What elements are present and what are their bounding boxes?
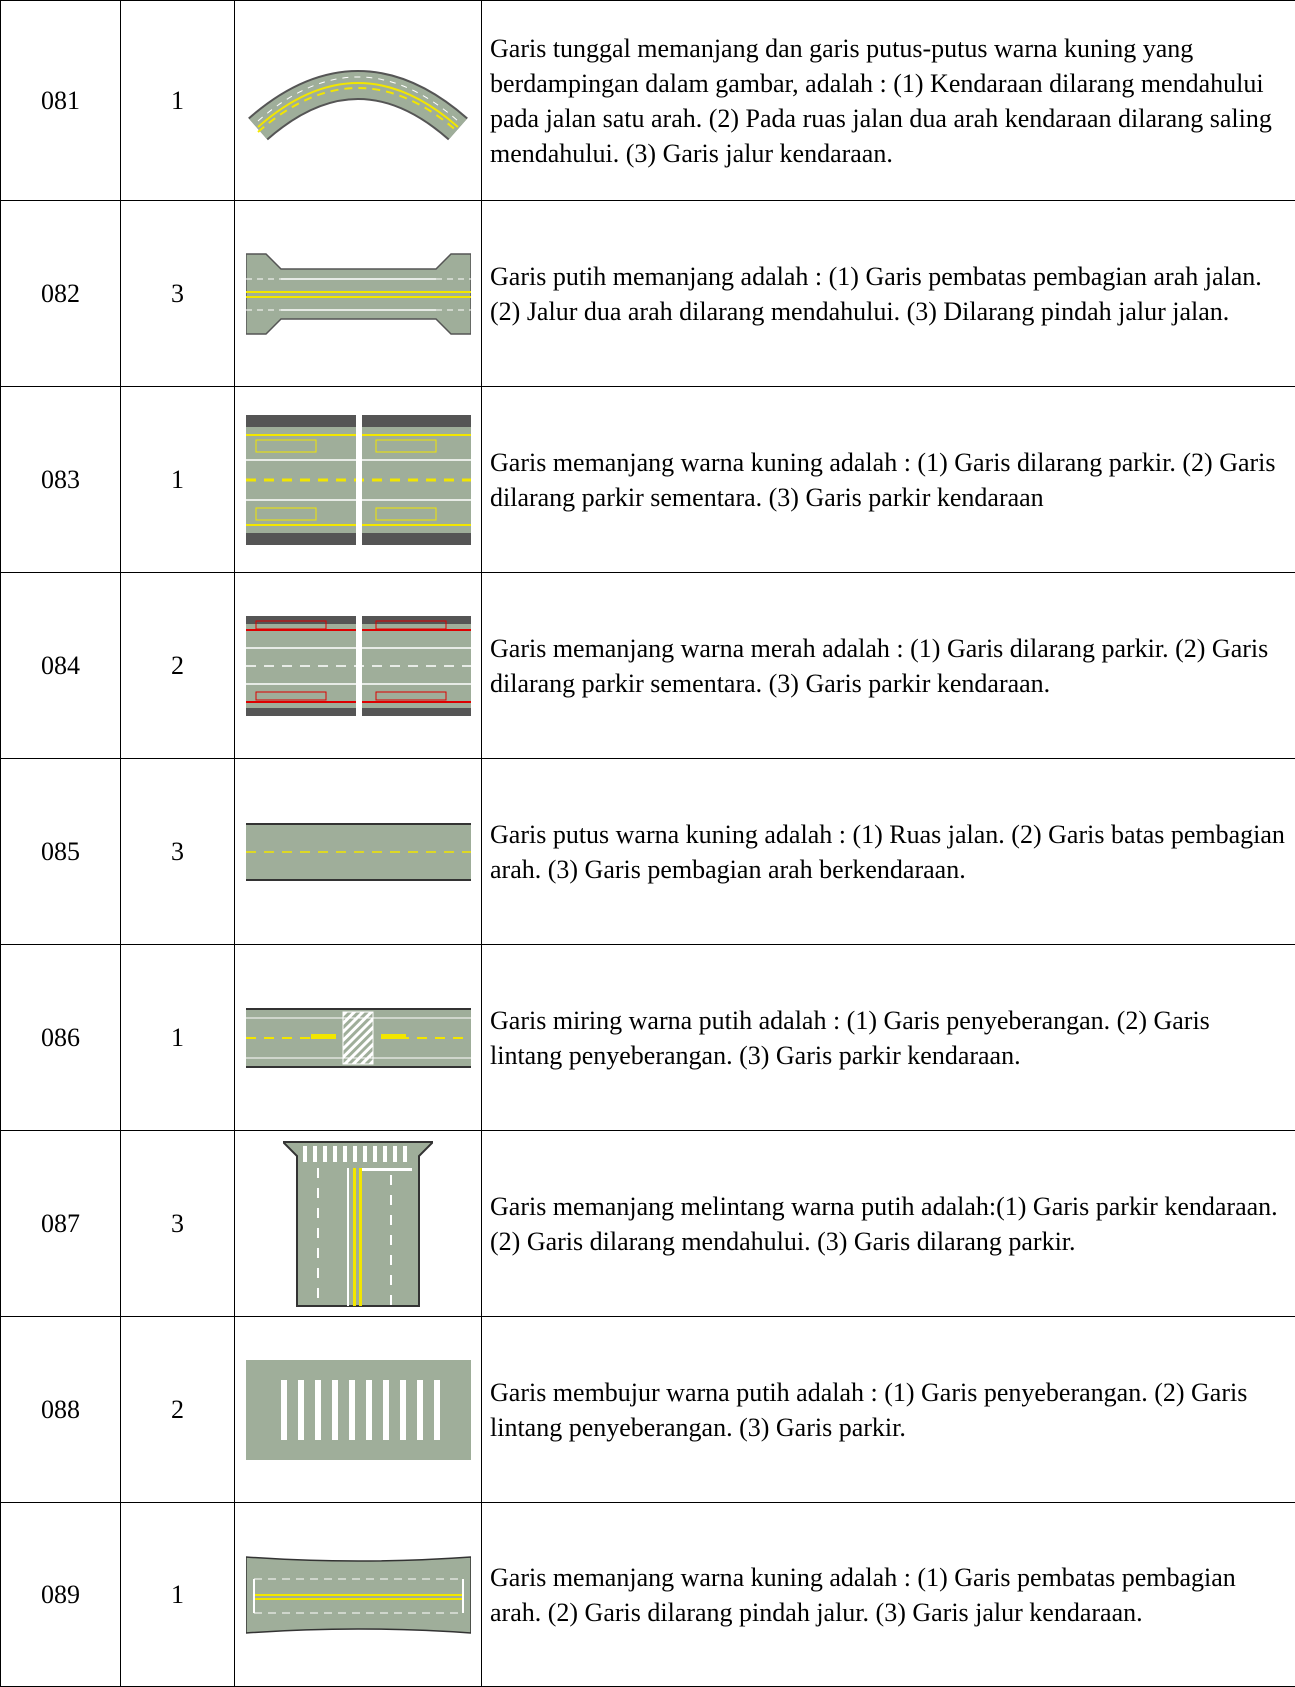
answer: 1 [121, 387, 235, 573]
answer: 1 [121, 1, 235, 201]
question-text: Garis memanjang warna kuning adalah : (1… [482, 1503, 1295, 1687]
image-cell [235, 573, 482, 759]
image-cell [235, 759, 482, 945]
question-text: Garis memanjang warna merah adalah : (1)… [482, 573, 1295, 759]
row: 088 2 Garis membujur warna putih adalah … [1, 1317, 1295, 1503]
row: 083 1 Garis memanjang warna kuning adala… [1, 387, 1295, 573]
road-yellow-dashed [246, 823, 471, 881]
image-cell [235, 1317, 482, 1503]
row: 082 3 Garis putih memanjang adalah : (1)… [1, 201, 1295, 387]
road-yellow-lines [246, 1555, 471, 1635]
question-text: Garis putus warna kuning adalah : (1) Ru… [482, 759, 1295, 945]
answer: 3 [121, 759, 235, 945]
row: 085 3 Garis putus warna kuning adalah : … [1, 759, 1295, 945]
image-cell [235, 1, 482, 201]
road-crossing [246, 1008, 471, 1068]
road-no-parking-red [246, 616, 471, 716]
question-text: Garis tunggal memanjang dan garis putus-… [482, 1, 1295, 201]
answer: 1 [121, 945, 235, 1131]
number: 085 [1, 759, 121, 945]
image-cell [235, 201, 482, 387]
number: 086 [1, 945, 121, 1131]
answer: 2 [121, 1317, 235, 1503]
question-text: Garis membujur warna putih adalah : (1) … [482, 1317, 1295, 1503]
road-curve [248, 51, 468, 151]
question-text: Garis putih memanjang adalah : (1) Garis… [482, 201, 1295, 387]
row: 089 1 Garis memanjang warna kuning adala… [1, 1503, 1295, 1687]
row: 084 2 Garis memanjang warna merah adalah… [1, 573, 1295, 759]
answer: 3 [121, 1131, 235, 1317]
image-cell [235, 1503, 482, 1687]
image-cell [235, 945, 482, 1131]
question-text: Garis miring warna putih adalah : (1) Ga… [482, 945, 1295, 1131]
question-text: Garis memanjang melintang warna putih ad… [482, 1131, 1295, 1317]
row: 081 1 Garis tunggal memanjang dan garis … [1, 1, 1295, 201]
zebra-crossing [246, 1360, 471, 1460]
number: 083 [1, 387, 121, 573]
number: 081 [1, 1, 121, 201]
image-cell [235, 387, 482, 573]
image-cell [235, 1131, 482, 1317]
question-text: Garis memanjang warna kuning adalah : (1… [482, 387, 1295, 573]
road-intersection [283, 1140, 433, 1308]
number: 089 [1, 1503, 121, 1687]
row: 086 1 Garis miring warna putih adalah : … [1, 945, 1295, 1131]
answer: 1 [121, 1503, 235, 1687]
number: 084 [1, 573, 121, 759]
answer: 3 [121, 201, 235, 387]
number: 087 [1, 1131, 121, 1317]
number: 088 [1, 1317, 121, 1503]
row: 087 3 Garis memanjang melintang warna pu… [1, 1131, 1295, 1317]
road-no-parking-yellow [246, 415, 471, 545]
number: 082 [1, 201, 121, 387]
answer: 2 [121, 573, 235, 759]
road-flared [246, 249, 471, 339]
